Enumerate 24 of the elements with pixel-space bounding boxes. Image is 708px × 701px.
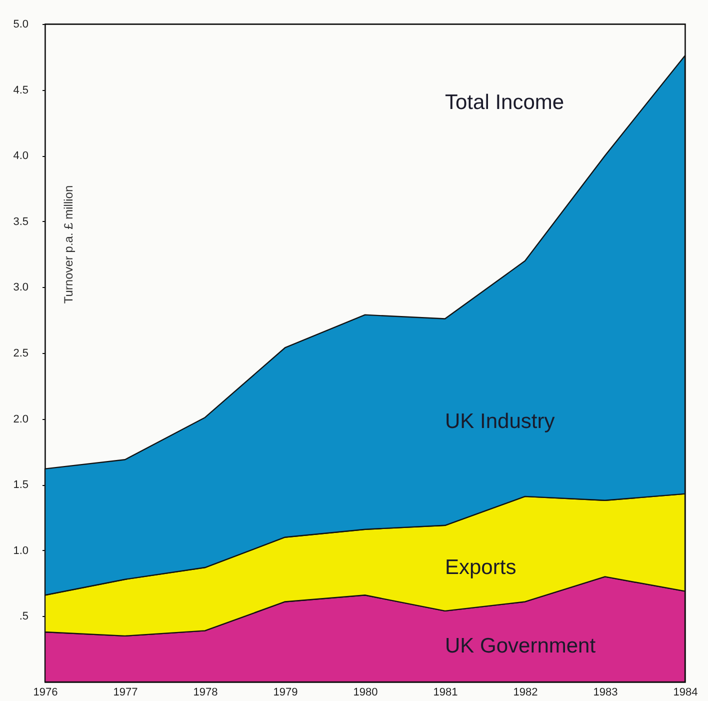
y-axis-title: Turnover p.a. £ million: [62, 185, 76, 304]
text: 2.0: [13, 413, 28, 426]
series-label: UK Industry: [445, 410, 556, 434]
text: 5.0: [13, 18, 28, 30]
text: 1.0: [13, 544, 28, 557]
text: 3.5: [13, 216, 28, 228]
text: 4.0: [13, 150, 28, 162]
text: 3.0: [13, 282, 28, 294]
annotation: Total Income: [445, 90, 564, 114]
y-tick-label: .5: [19, 610, 28, 623]
x-tick-label: 1982: [513, 686, 538, 698]
text: 4.5: [13, 84, 28, 96]
x-tick-label: 1976: [33, 686, 58, 698]
x-tick-label: 1981: [433, 686, 458, 698]
x-tick-label: 1980: [353, 686, 378, 698]
series-label: Exports: [445, 556, 516, 580]
x-tick-label: 1983: [593, 686, 618, 698]
text: 1.5: [13, 479, 28, 492]
x-tick-label: 1979: [273, 686, 298, 698]
text: 2.5: [13, 348, 28, 360]
x-tick-label: 1978: [193, 686, 218, 698]
x-tick-label: 1977: [113, 686, 138, 698]
x-tick-label: 1984: [673, 686, 698, 698]
series-label: UK Government: [445, 634, 596, 658]
